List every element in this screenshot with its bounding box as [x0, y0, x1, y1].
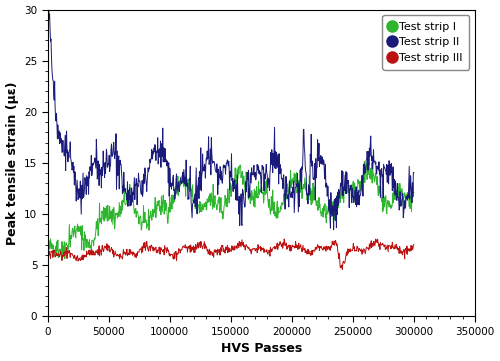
Test strip II	[67, 140, 73, 144]
Test strip I	[360, 175, 366, 180]
Test strip II	[360, 162, 366, 167]
Test strip II	[267, 171, 273, 175]
Test strip III	[281, 237, 287, 241]
Test strip II	[258, 170, 264, 174]
Line: Test strip I: Test strip I	[48, 161, 414, 259]
Test strip II	[278, 166, 284, 171]
Test strip I	[268, 212, 274, 216]
Test strip III	[278, 242, 284, 246]
Test strip II	[330, 227, 336, 232]
Test strip III	[323, 249, 329, 253]
X-axis label: HVS Passes: HVS Passes	[220, 343, 302, 356]
Test strip III	[340, 267, 345, 271]
Line: Test strip II: Test strip II	[48, 0, 414, 230]
Test strip III	[361, 247, 367, 251]
Test strip I	[68, 233, 73, 238]
Test strip II	[322, 162, 328, 166]
Test strip III	[411, 242, 417, 247]
Test strip I	[323, 212, 329, 216]
Test strip III	[258, 244, 264, 249]
Test strip II	[411, 170, 417, 175]
Test strip I	[411, 190, 417, 195]
Test strip I	[278, 201, 284, 205]
Test strip I	[45, 246, 51, 251]
Test strip I	[362, 159, 368, 164]
Line: Test strip III: Test strip III	[48, 239, 414, 269]
Test strip I	[258, 190, 264, 194]
Test strip III	[45, 252, 51, 256]
Legend: Test strip I, Test strip II, Test strip III: Test strip I, Test strip II, Test strip …	[382, 15, 470, 70]
Test strip III	[267, 254, 273, 258]
Test strip I	[62, 257, 68, 261]
Test strip III	[67, 255, 73, 260]
Y-axis label: Peak tensile strain (με): Peak tensile strain (με)	[6, 81, 18, 245]
